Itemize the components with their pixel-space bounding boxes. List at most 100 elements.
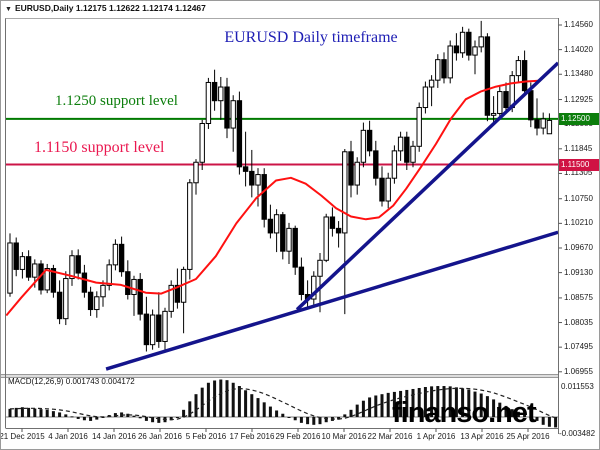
bullish-candle [255,174,261,186]
bullish-candle [273,214,280,234]
bullish-candle [323,216,329,261]
macd-histogram-bar [442,386,446,417]
macd-histogram-bar [194,394,198,417]
macd-histogram-bar [219,379,223,417]
symbol-dropdown-icon[interactable]: ▼ [5,6,12,13]
bearish-candle [503,91,509,109]
bearish-candle [292,227,298,268]
bearish-candle [125,271,131,295]
bullish-candle [32,263,38,278]
macd-histogram-bar [213,380,217,417]
bullish-candle [422,86,429,109]
macd-histogram-bar [541,417,545,425]
macd-histogram-bar [33,408,37,417]
bullish-candle [360,129,367,163]
bearish-candle [373,150,379,179]
moving-average-line[interactable] [5,79,541,317]
bullish-candle [149,314,156,346]
bearish-candle [379,177,385,202]
bullish-candle [63,278,69,320]
chart-header: ▼ EURUSD,Daily 1.12175 1.12622 1.12174 1.… [5,3,206,13]
bullish-candle [311,275,317,300]
macd-histogram-bar [436,386,440,417]
macd-histogram-bar [349,409,353,417]
macd-histogram-bar [411,388,415,417]
bearish-candle [267,218,274,234]
bullish-candle [515,60,522,77]
macd-histogram-bar [275,410,279,417]
macd-histogram-bar [430,386,434,417]
macd-histogram-bar [126,413,130,417]
macd-histogram-bar [231,382,235,417]
bullish-candle [7,242,13,294]
macd-histogram-bar [467,389,471,417]
bullish-candle [317,259,323,277]
macd-histogram-bar [262,402,266,417]
bearish-candle [521,60,528,92]
price-badge-12500: 1.12500 [559,113,599,125]
bullish-candle [69,255,75,280]
macd-histogram-bar [281,413,285,417]
bullish-candle [435,59,441,81]
bullish-candle [354,161,360,186]
bearish-candle [156,314,162,342]
macd-histogram-bar [244,390,248,417]
ohlc-values: 1.12175 1.12622 1.12174 1.12467 [75,3,206,13]
macd-histogram-bar [386,392,390,417]
bearish-candle [484,36,491,116]
bearish-candle [280,214,286,252]
macd-histogram-bar [132,415,136,417]
macd-histogram-bar [45,409,49,417]
macd-histogram-bar [392,391,396,417]
bearish-candle [242,166,249,172]
trendline[interactable] [295,61,560,311]
macd-histogram-bar [58,412,62,417]
bearish-candle [118,243,125,273]
macd-histogram-bar [461,388,465,417]
macd-histogram-bar [554,417,558,428]
macd-histogram-bar [268,406,272,417]
macd-histogram-bar [423,387,427,417]
macd-histogram-bar [39,409,43,417]
panel-separator[interactable] [1,374,558,378]
bearish-candle [528,90,534,121]
bullish-candle [44,268,50,291]
macd-histogram-bar [95,417,99,420]
bullish-candle [100,284,106,298]
macd-histogram-bar [485,396,489,417]
bearish-candle [298,266,305,295]
macd-histogram-bar [151,417,155,423]
macd-histogram-bar [82,417,86,421]
macd-histogram-bar [70,416,74,418]
bullish-candle [416,107,422,147]
bearish-candle [453,45,460,54]
bullish-candle [218,86,224,102]
bearish-candle [13,242,19,270]
watermark-text: finanso.net [392,397,537,429]
bearish-candle [441,59,447,79]
macd-histogram-bar [361,400,365,417]
bearish-candle [211,81,218,102]
macd-histogram-bar [306,417,310,425]
macd-histogram-bar [343,414,347,417]
trendline[interactable] [105,230,559,371]
bearish-candle [404,136,410,163]
bullish-candle [546,119,553,135]
bearish-candle [87,291,94,311]
symbol-period-label: EURUSD,Daily [14,3,74,13]
bullish-candle [19,256,26,270]
bullish-candle [162,310,168,342]
macd-histogram-bar [188,401,192,417]
bearish-candle [224,86,230,129]
macd-histogram-bar [14,407,18,417]
macd-histogram-bar [225,380,229,417]
macd-histogram-bar [380,394,384,417]
macd-histogram-bar [64,414,68,417]
bullish-candle [397,136,404,152]
macd-histogram-bar [523,414,527,417]
bearish-candle [366,129,373,152]
macd-histogram-bar [473,391,477,417]
bullish-candle [131,278,137,295]
macd-histogram-bar [324,417,328,423]
